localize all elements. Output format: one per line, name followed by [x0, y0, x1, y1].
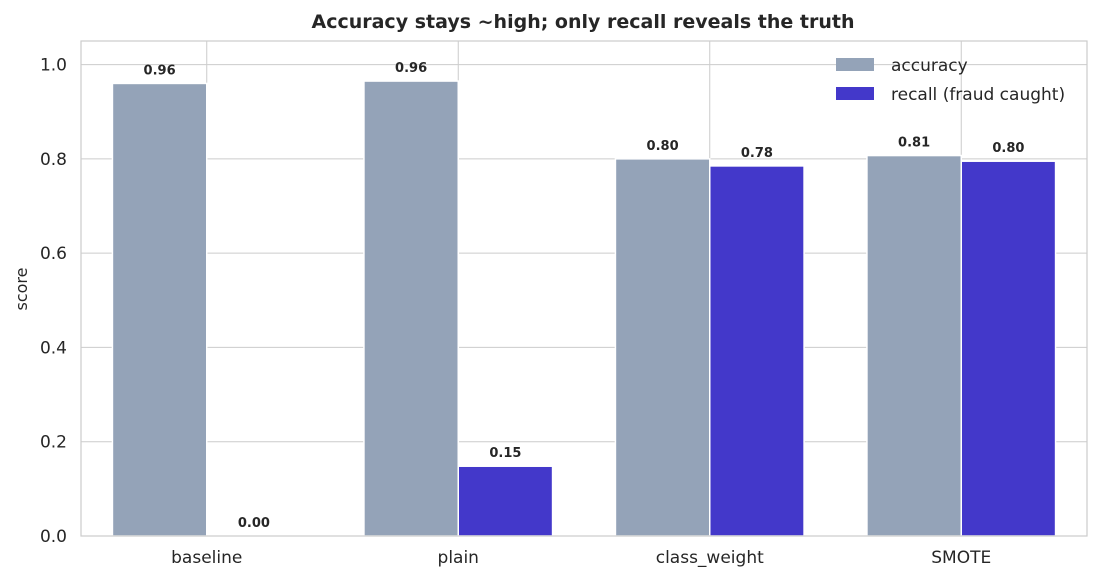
data-label: 0.80: [992, 141, 1024, 156]
y-axis: 0.0 0.2 0.4 0.6 0.8 1.0: [40, 56, 67, 547]
bar-accuracy-baseline: [111, 82, 208, 537]
bar-recall-plain: [457, 465, 554, 537]
y-tick-label: 0.2: [40, 433, 67, 453]
chart-title: Accuracy stays ~high; only recall reveal…: [311, 11, 854, 33]
bar-recall-SMOTE: [960, 160, 1057, 537]
data-label: 0.15: [489, 446, 521, 461]
bar-accuracy-plain: [363, 80, 459, 537]
data-label: 0.00: [238, 516, 270, 531]
data-label: 0.96: [395, 61, 427, 76]
bar-accuracy-class_weight: [614, 158, 711, 537]
legend-swatch: [836, 87, 874, 100]
bar-accuracy-SMOTE: [866, 154, 962, 537]
y-tick-label: 0.4: [40, 338, 67, 358]
x-tick-label: class_weight: [656, 548, 764, 568]
bar-recall-class_weight: [709, 165, 805, 537]
legend-swatch: [836, 58, 874, 71]
x-tick-label: plain: [438, 548, 479, 568]
plot-frame: [80, 40, 1088, 537]
data-label: 0.80: [647, 139, 679, 154]
data-label: 0.96: [144, 63, 176, 78]
y-tick-label: 0.8: [40, 150, 67, 170]
y-axis-label: score: [12, 268, 31, 311]
x-tick-label: baseline: [171, 548, 242, 568]
data-label: 0.81: [898, 136, 930, 151]
legend-label: recall (fraud caught): [891, 85, 1065, 105]
y-tick-label: 0.0: [40, 527, 67, 547]
y-tick-label: 1.0: [40, 56, 67, 76]
legend: accuracy recall (fraud caught): [836, 56, 1065, 105]
data-label: 0.78: [741, 146, 773, 161]
x-tick-label: SMOTE: [931, 548, 991, 568]
y-tick-label: 0.6: [40, 244, 67, 264]
legend-label: accuracy: [891, 56, 968, 76]
data-labels: 0.96 0.96 0.80 0.81 0.00 0.15 0.78 0.80: [144, 61, 1025, 531]
x-axis: baseline plain class_weight SMOTE: [171, 548, 991, 568]
